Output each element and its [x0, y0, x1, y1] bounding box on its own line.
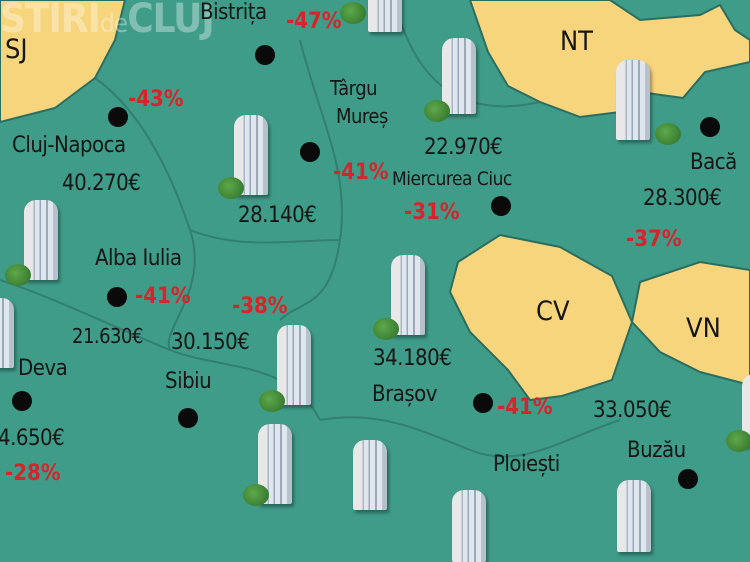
tree-icon [340, 2, 366, 24]
city-name-alba-iulia: Alba Iulia [95, 246, 182, 271]
county-vn [630, 260, 750, 387]
city-name-cluj: Cluj-Napoca [12, 133, 126, 158]
city-name-targu-mures: Târgu [330, 76, 378, 100]
tree-icon [5, 264, 31, 286]
city-marker-sibiu[interactable] [178, 408, 198, 428]
county-code-sj: SJ [5, 34, 28, 65]
change-targu-mures: -41% [333, 160, 389, 185]
city-marker-bacau[interactable] [700, 117, 720, 137]
city-marker-cluj[interactable] [108, 107, 128, 127]
map-background [0, 0, 750, 458]
price-brasov: 34.180€ [373, 346, 452, 371]
tree-icon [259, 390, 285, 412]
tree-icon [218, 177, 244, 199]
border [94, 77, 196, 351]
price-alba-iulia: 21.630€ [72, 324, 143, 348]
county-nt [468, 0, 750, 119]
building-icon [742, 374, 750, 446]
county-cv [448, 233, 634, 402]
tree-icon [373, 318, 399, 340]
price-buzau: 33.050€ [593, 398, 672, 423]
price-deva: 4.650€ [0, 426, 65, 451]
city-name-bacau: Bacă [690, 150, 737, 175]
building-icon [617, 480, 651, 552]
building-icon [0, 298, 14, 368]
tree-icon [243, 484, 269, 506]
building-icon [353, 440, 387, 510]
watermark: STIRIdeCLUJ [0, 0, 215, 42]
change-miercurea-ciuc: -31% [404, 200, 460, 225]
city-marker-targu-mures[interactable] [300, 142, 320, 162]
building-icon [452, 490, 486, 562]
city-marker-buzau[interactable] [678, 469, 698, 489]
city-name-ploiesti: Ploiești [493, 452, 560, 477]
border [319, 416, 621, 458]
city-name-bistrita: Bistrița [200, 0, 267, 25]
change-bacau: -37% [626, 227, 682, 252]
price-cluj: 40.270€ [62, 171, 141, 196]
city-marker-deva[interactable] [12, 391, 32, 411]
city-name-brasov: Brașov [372, 382, 437, 407]
tree-icon [424, 100, 450, 122]
building-icon [616, 60, 650, 140]
building-icon [24, 200, 58, 280]
tree-icon [655, 123, 681, 145]
city-marker-alba-iulia[interactable] [107, 287, 127, 307]
price-bacau: 28.300€ [643, 186, 722, 211]
price-sibiu: 30.150€ [171, 330, 250, 355]
border [279, 39, 343, 321]
city-name-buzau: Buzău [627, 438, 686, 463]
city-marker-bistrita[interactable] [255, 45, 275, 65]
price-miercurea-ciuc: 22.970€ [424, 135, 503, 160]
building-icon [368, 0, 402, 32]
city-name-sibiu: Sibiu [165, 369, 212, 394]
change-brasov: -41% [497, 395, 553, 420]
city-marker-brasov[interactable] [473, 393, 493, 413]
county-code-cv: CV [536, 296, 570, 327]
county-code-nt: NT [560, 26, 593, 57]
building-icon [442, 38, 476, 114]
city-name-miercurea-ciuc: Miercurea Ciuc [392, 168, 512, 190]
change-bistrita: -47% [286, 9, 342, 34]
building-icon [277, 325, 311, 405]
change-sibiu: -38% [232, 294, 288, 319]
city-marker-miercurea-ciuc[interactable] [491, 196, 511, 216]
change-cluj: -43% [128, 87, 184, 112]
city-name-targu-mures: Mureș [336, 104, 388, 128]
change-alba-iulia: -41% [135, 284, 191, 309]
county-code-vn: VN [686, 313, 721, 344]
tree-icon [726, 430, 750, 452]
price-targu-mures: 28.140€ [238, 203, 317, 228]
border [189, 229, 341, 244]
city-name-deva: Deva [18, 356, 68, 381]
change-deva: -28% [5, 461, 61, 486]
building-icon [391, 255, 425, 335]
